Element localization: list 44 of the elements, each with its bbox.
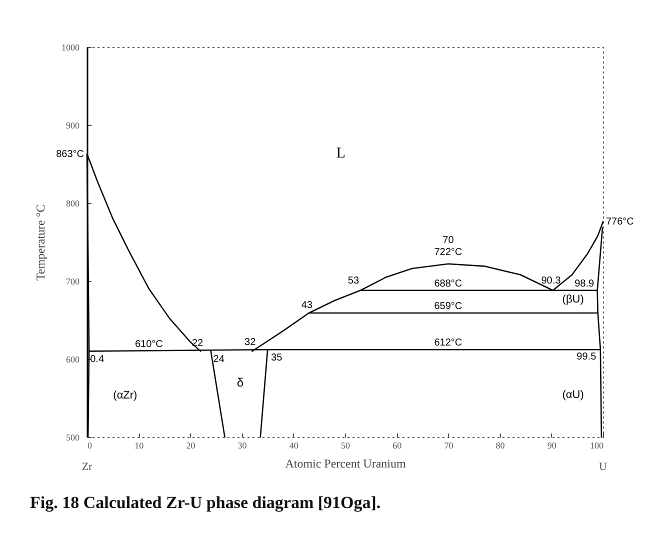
text: U [599,461,608,473]
annotation: 35 [271,352,283,364]
y-tick-label: 1000 [62,42,80,52]
x-tick-label: 20 [186,440,196,450]
annotation: (βU) [562,294,584,306]
y-tick-label: 500 [66,432,80,442]
annotation: δ [236,375,244,390]
x-tick-label: 70 [444,440,454,450]
annotation: 776°C [606,216,634,228]
x-tick-label: 60 [392,440,402,450]
x-tick-label: 90 [547,440,557,450]
x-tick-label: 40 [289,440,299,450]
y-tick-label: 700 [66,276,80,286]
x-tick-label: 50 [341,440,350,450]
annotation: 24 [213,354,225,366]
annotation: 70 [442,234,454,246]
x-axis-title: Atomic Percent Uranium [285,456,406,470]
y-tick-label: 600 [66,354,80,364]
annotation: (αZr) [113,390,138,402]
annotation: L [336,145,346,162]
y-tick-label: 900 [66,120,80,130]
annotation: 0.4 [90,354,104,366]
y-axis-title: Temperature °C [34,204,48,281]
x-tick-label: 100 [590,440,604,450]
x-tick-label: 80 [496,440,506,450]
x-tick-label: 30 [238,440,248,450]
annotation: (αU) [562,388,584,401]
text: Zr [82,461,93,473]
annotation: 863°C [56,148,84,160]
annotation: 32 [244,337,256,348]
x-tick-label: 0 [88,440,92,450]
annotation: 659°C [434,300,462,312]
x-tick-label: 10 [134,440,144,450]
annotation: 43 [301,300,313,311]
annotation: 722°C [434,246,462,258]
annotation: 98.9 [574,278,594,290]
y-tick-label: 800 [66,198,80,208]
annotation: 610°C [134,339,163,350]
annotation: 99.5 [576,352,597,363]
annotation: 90.3 [541,275,562,286]
caption: Fig. 18 Calculated Zr-U phase diagram [91Oga]. [30,493,381,513]
annotation: 688°C [434,278,462,290]
annotation: 612°C [434,338,462,349]
annotation: 53 [348,275,360,286]
